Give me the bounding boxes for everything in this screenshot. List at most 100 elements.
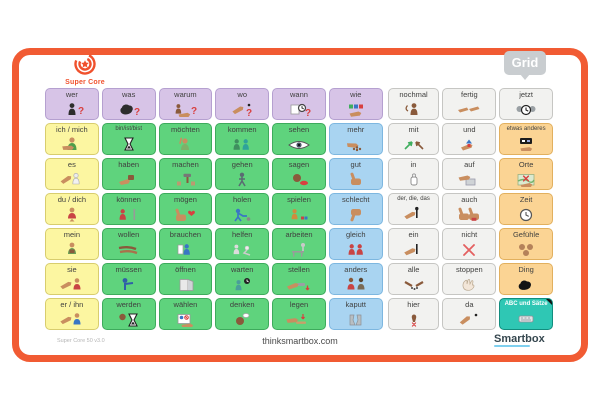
cell-jetzt[interactable]: jetzt [499, 88, 553, 120]
cell-kommen[interactable]: kommen [215, 123, 270, 155]
cell-was[interactable]: was? [101, 88, 156, 120]
people-help-icon [216, 239, 268, 259]
person-walk-icon [216, 169, 268, 189]
cell-legen[interactable]: legen [272, 298, 326, 330]
cell-kaputt[interactable]: kaputt [328, 298, 383, 330]
person-play-icon [273, 204, 325, 224]
cell-es[interactable]: es [45, 158, 99, 190]
cell-label: in [410, 160, 417, 169]
cell-label: mit [408, 125, 419, 134]
cell-label: warum [174, 90, 197, 99]
cell-haben[interactable]: haben [101, 158, 156, 190]
cell-da[interactable]: da [442, 298, 497, 330]
cell-machen[interactable]: machen [158, 158, 213, 190]
cell-label: wann [290, 90, 308, 99]
think-head-icon [216, 309, 268, 329]
cell-stoppen[interactable]: stoppen [442, 263, 497, 295]
hand-stop-icon [443, 274, 495, 294]
thumb-heart-icon [160, 204, 212, 224]
cell-label: spielen [287, 195, 311, 204]
person-can-icon [103, 204, 155, 224]
cell-anders[interactable]: anders [328, 263, 383, 295]
cell-wie[interactable]: wie [328, 88, 383, 120]
people-come-icon [216, 134, 268, 154]
cell-warum[interactable]: warum? [158, 88, 213, 120]
cell-du-dich[interactable]: du / dich [45, 193, 99, 225]
cell-wann[interactable]: wann? [272, 88, 326, 120]
cell-koennen[interactable]: können [101, 193, 156, 225]
cell-er-ihn[interactable]: er / ihn [45, 298, 99, 330]
cell-gleich[interactable]: gleich [328, 228, 383, 260]
cell-stellen[interactable]: stellen [272, 263, 326, 295]
cell-denken[interactable]: denken [215, 298, 270, 330]
cell-werden[interactable]: werden [101, 298, 156, 330]
cell-arbeiten[interactable]: arbeiten [272, 228, 326, 260]
cell-alle[interactable]: alle [387, 263, 440, 295]
point-you-icon [46, 204, 98, 224]
cell-ding[interactable]: Ding [499, 263, 553, 295]
cell-abc-und-saetze[interactable]: ABC und Sätze [499, 298, 553, 330]
choose-board-icon [160, 309, 212, 329]
hand-one-icon [389, 239, 439, 259]
cell-waehlen[interactable]: wählen [158, 298, 213, 330]
cell-mehr[interactable]: mehr [328, 123, 383, 155]
eye-see-icon [273, 134, 325, 154]
hand-here-icon [389, 309, 439, 329]
cell-zeit[interactable]: Zeit [499, 193, 553, 225]
cell-moegen[interactable]: mögen [158, 193, 213, 225]
cell-label: mögen [173, 195, 197, 204]
cell-label: jetzt [519, 90, 533, 99]
cell-label: brauchen [169, 230, 202, 239]
cell-auf[interactable]: auf [442, 158, 497, 190]
cell-label: etwas anderes [506, 126, 546, 132]
cell-wer[interactable]: wer? [45, 88, 99, 120]
cell-sehen[interactable]: sehen [272, 123, 326, 155]
cell-schlecht[interactable]: schlecht [328, 193, 383, 225]
cell-hier[interactable]: hier [387, 298, 440, 330]
cell-nicht[interactable]: nicht [442, 228, 497, 260]
cell-ein[interactable]: ein [387, 228, 440, 260]
cell-in[interactable]: in [387, 158, 440, 190]
cell-label: arbeiten [285, 230, 313, 239]
cell-gehen[interactable]: gehen [215, 158, 270, 190]
cell-label: nicht [461, 230, 478, 239]
cell-auch[interactable]: auch [442, 193, 497, 225]
cell-label: mehr [347, 125, 365, 134]
cell-wollen[interactable]: wollen [101, 228, 156, 260]
cell-der-die-das[interactable]: der, die, das [387, 193, 440, 225]
cell-wo[interactable]: wo? [215, 88, 270, 120]
cell-und[interactable]: und [442, 123, 497, 155]
raise-hand-icon [160, 134, 212, 154]
cell-helfen[interactable]: helfen [215, 228, 270, 260]
point-it-icon [46, 169, 98, 189]
person-mine-icon [46, 239, 98, 259]
cell-sie[interactable]: sie [45, 263, 99, 295]
person-must-icon [103, 274, 155, 294]
cell-bin-ist-bist[interactable]: bin/ist/bist [101, 123, 156, 155]
cell-gut[interactable]: gut [328, 158, 383, 190]
cell-label: Gefühle [512, 230, 540, 239]
cell-brauchen[interactable]: brauchen [158, 228, 213, 260]
word-grid: wer? was? warum? wo? wann? wie nochmal fertig je… [45, 88, 553, 330]
cell-gefuehle[interactable]: Gefühle [499, 228, 553, 260]
cell-holen[interactable]: holen [215, 193, 270, 225]
cell-orte[interactable]: Orte [499, 158, 553, 190]
cell-oeffnen[interactable]: öffnen [158, 263, 213, 295]
hands-finished-icon [443, 99, 495, 119]
cell-mit[interactable]: mit [387, 123, 440, 155]
cell-fertig[interactable]: fertig [442, 88, 497, 120]
cell-label: wo [237, 90, 248, 99]
cell-etwas-anderes[interactable]: etwas anderes [499, 123, 553, 155]
cell-moechten[interactable]: möchten [158, 123, 213, 155]
object-in-icon [389, 169, 439, 189]
cell-nochmal[interactable]: nochmal [387, 88, 440, 120]
cell-label: es [67, 160, 76, 169]
cell-label: machen [172, 160, 199, 169]
cell-label: der, die, das [397, 196, 430, 202]
cell-sagen[interactable]: sagen [272, 158, 326, 190]
cell-spielen[interactable]: spielen [272, 193, 326, 225]
cell-muessen[interactable]: müssen [101, 263, 156, 295]
cell-ich-mich[interactable]: ich / mich [45, 123, 99, 155]
cell-mein[interactable]: mein [45, 228, 99, 260]
cell-warten[interactable]: warten [215, 263, 270, 295]
